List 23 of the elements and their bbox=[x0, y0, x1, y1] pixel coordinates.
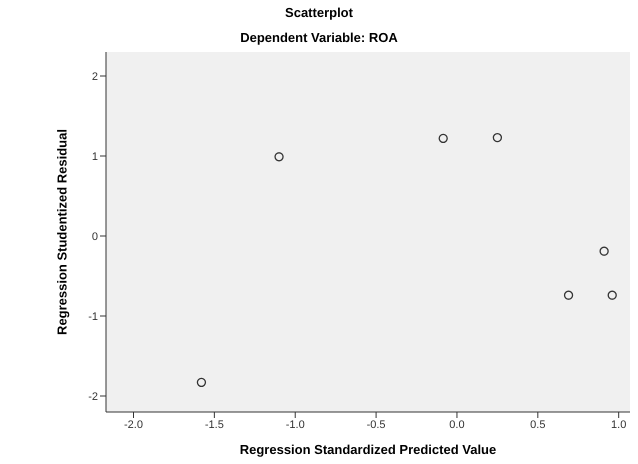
point bbox=[492, 132, 502, 142]
point bbox=[564, 290, 574, 300]
point bbox=[599, 246, 609, 256]
y-tick-label: 0 bbox=[92, 230, 98, 243]
y-tick-label: -2 bbox=[88, 390, 98, 403]
x-tick-label: 1.0 bbox=[611, 418, 626, 431]
y-axis-title: Regression Studentized Residual bbox=[54, 129, 70, 335]
point bbox=[608, 290, 617, 300]
y-tick-label: -1 bbox=[88, 310, 98, 323]
point bbox=[274, 152, 284, 162]
point bbox=[196, 378, 206, 388]
x-tick-label: 0.0 bbox=[449, 418, 465, 431]
x-tick-label: -2.0 bbox=[124, 418, 143, 431]
x-tick-label: -0.5 bbox=[366, 418, 386, 431]
x-tick-label: -1.5 bbox=[204, 418, 224, 431]
x-tick-label: -1.0 bbox=[286, 418, 305, 431]
point bbox=[438, 134, 448, 144]
x-axis-title: Regression Standardized Predicted Value bbox=[240, 442, 496, 457]
y-tick-label: 2 bbox=[92, 70, 98, 83]
chart-title: Scatterplot bbox=[284, 5, 354, 20]
y-tick-label: 1 bbox=[92, 150, 98, 163]
x-tick-label: 0.5 bbox=[530, 418, 546, 431]
chart-subtitle: Dependent Variable: ROA bbox=[239, 30, 399, 45]
